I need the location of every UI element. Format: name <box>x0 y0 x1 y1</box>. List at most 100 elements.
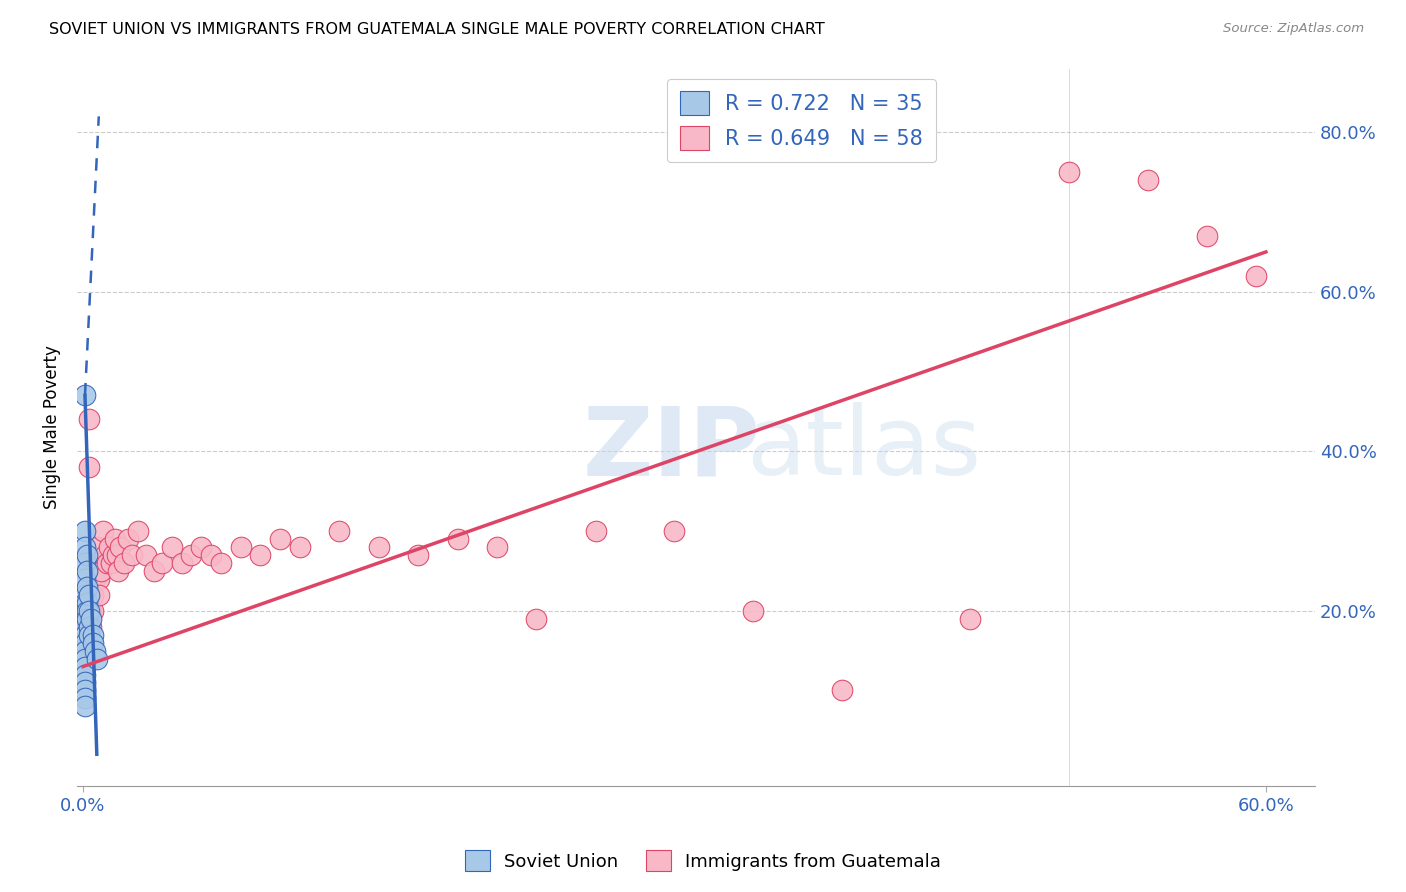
Point <box>76 548 98 562</box>
Point <box>73 659 96 673</box>
Point <box>80 612 103 626</box>
Y-axis label: Single Male Poverty: Single Male Poverty <box>44 345 60 509</box>
Point <box>76 596 98 610</box>
Point <box>91 524 114 538</box>
Point <box>86 540 108 554</box>
Point <box>288 540 311 554</box>
Point <box>73 643 96 657</box>
Text: atlas: atlas <box>745 402 981 495</box>
Point <box>76 604 98 618</box>
Point <box>105 548 128 562</box>
Point <box>100 556 122 570</box>
Point <box>160 540 183 554</box>
Point <box>76 620 98 634</box>
Point <box>73 699 96 714</box>
Point <box>190 540 212 554</box>
Point <box>73 620 96 634</box>
Point <box>742 604 765 618</box>
Point <box>200 548 222 562</box>
Point <box>73 627 96 641</box>
Legend: Soviet Union, Immigrants from Guatemala: Soviet Union, Immigrants from Guatemala <box>457 843 949 879</box>
Point <box>77 460 100 475</box>
Point <box>86 556 108 570</box>
Point <box>110 540 132 554</box>
Point <box>101 548 124 562</box>
Point <box>77 588 100 602</box>
Legend: R = 0.722   N = 35, R = 0.649   N = 58: R = 0.722 N = 35, R = 0.649 N = 58 <box>666 78 935 162</box>
Point <box>73 675 96 690</box>
Point <box>73 604 96 618</box>
Point <box>73 524 96 538</box>
Text: Source: ZipAtlas.com: Source: ZipAtlas.com <box>1223 22 1364 36</box>
Point <box>87 588 110 602</box>
Point <box>446 532 468 546</box>
Point <box>143 564 166 578</box>
Point <box>127 524 149 538</box>
Point <box>103 532 125 546</box>
Text: ZIP: ZIP <box>582 402 761 495</box>
Point <box>73 635 96 649</box>
Point <box>73 627 96 641</box>
Point <box>83 556 105 570</box>
Point <box>83 643 105 657</box>
Point <box>831 683 853 698</box>
Point <box>93 548 115 562</box>
Point <box>328 524 350 538</box>
Point <box>80 604 103 618</box>
Point <box>526 612 548 626</box>
Point <box>73 651 96 665</box>
Point <box>121 548 143 562</box>
Point <box>664 524 686 538</box>
Point <box>406 548 429 562</box>
Point <box>959 612 981 626</box>
Text: SOVIET UNION VS IMMIGRANTS FROM GUATEMALA SINGLE MALE POVERTY CORRELATION CHART: SOVIET UNION VS IMMIGRANTS FROM GUATEMAL… <box>49 22 825 37</box>
Point <box>367 540 389 554</box>
Point <box>73 667 96 681</box>
Point <box>80 620 103 634</box>
Point <box>96 556 118 570</box>
Point <box>269 532 291 546</box>
Point <box>77 604 100 618</box>
Point <box>150 556 173 570</box>
Point <box>117 532 139 546</box>
Point <box>73 691 96 706</box>
Point <box>1244 268 1267 283</box>
Point <box>1136 173 1159 187</box>
Point <box>82 635 104 649</box>
Point <box>170 556 193 570</box>
Point <box>76 612 98 626</box>
Point <box>76 564 98 578</box>
Point <box>82 588 104 602</box>
Point <box>1057 165 1080 179</box>
Point <box>82 627 104 641</box>
Point <box>209 556 232 570</box>
Point <box>73 612 96 626</box>
Point <box>107 564 129 578</box>
Point <box>73 588 96 602</box>
Point <box>86 651 108 665</box>
Point <box>73 635 96 649</box>
Point <box>73 388 96 402</box>
Point <box>77 627 100 641</box>
Point <box>73 596 96 610</box>
Point <box>77 620 100 634</box>
Point <box>180 548 202 562</box>
Point <box>73 556 96 570</box>
Point <box>229 540 252 554</box>
Point <box>135 548 157 562</box>
Point <box>90 564 112 578</box>
Point <box>585 524 607 538</box>
Point <box>87 572 110 586</box>
Point <box>76 580 98 594</box>
Point <box>73 540 96 554</box>
Point <box>97 540 120 554</box>
Point <box>73 683 96 698</box>
Point <box>249 548 271 562</box>
Point <box>77 412 100 426</box>
Point <box>83 572 105 586</box>
Point <box>1195 229 1218 244</box>
Point <box>112 556 135 570</box>
Point <box>82 604 104 618</box>
Point <box>73 572 96 586</box>
Point <box>486 540 509 554</box>
